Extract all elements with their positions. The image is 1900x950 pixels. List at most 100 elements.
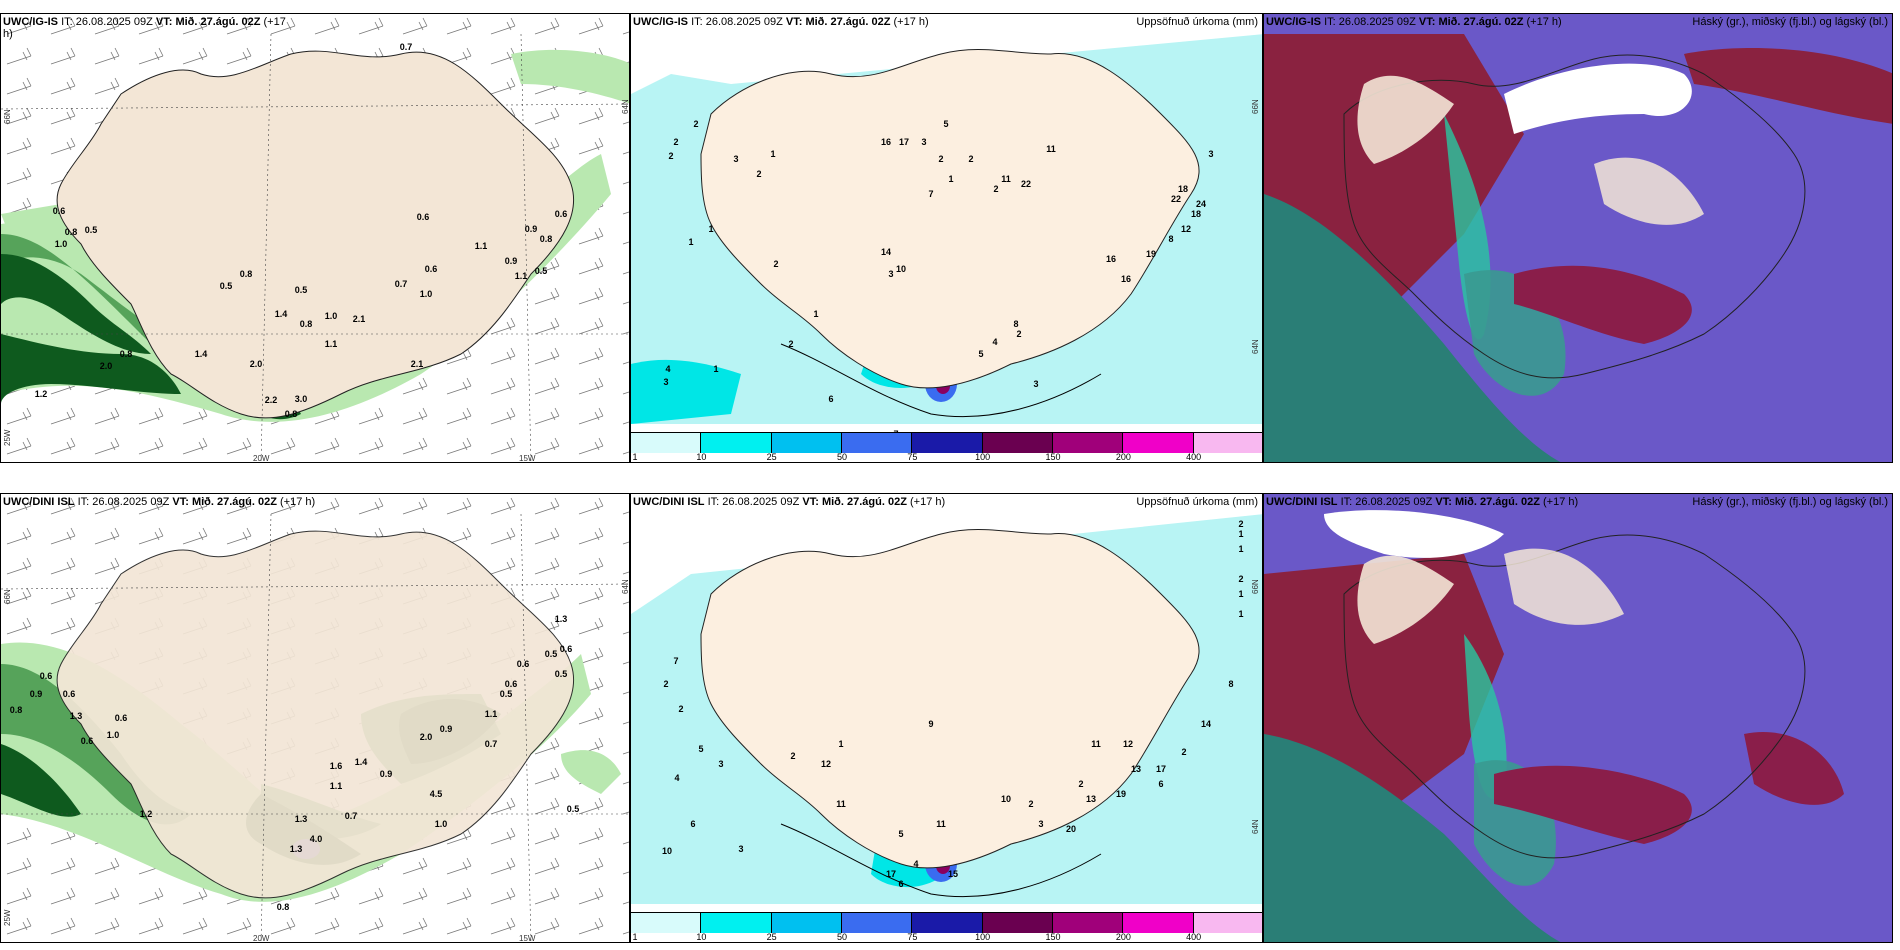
value-label: 3 (663, 377, 669, 387)
value-label: 0.8 (239, 269, 253, 279)
value-label: 18 (1177, 184, 1189, 194)
value-label: 6 (898, 879, 904, 889)
lat-label-66n: 66N (1251, 579, 1260, 594)
panel-variable-title: Háský (gr.), miðský (fj.bl.) og lágský (… (1692, 496, 1888, 508)
value-label: 1.0 (54, 239, 68, 249)
colorbar-segment (1193, 913, 1262, 933)
value-label: 0.8 (119, 349, 133, 359)
value-label: 4 (992, 337, 998, 347)
value-label: 1 (1238, 529, 1244, 539)
value-label: 1.4 (274, 309, 288, 319)
panel-header: UWC/IG-IS IT: 26.08.2025 09Z VT: Mið. 27… (1266, 16, 1562, 28)
value-label: 4 (665, 364, 671, 374)
value-label: 2.1 (410, 359, 424, 369)
value-label: 6 (1158, 779, 1164, 789)
wind-map (1, 494, 629, 942)
high-cloud-layer (1264, 734, 1561, 942)
value-label: 1.1 (474, 241, 488, 251)
value-label: 2 (1016, 329, 1022, 339)
colorbar-tick-label: 200 (1115, 932, 1131, 942)
lat-label-25w: 25W (3, 909, 12, 926)
colorbar-tick-label: 25 (766, 452, 777, 462)
value-label: 20 (1065, 824, 1077, 834)
panel-header: UWC/DINI ISL IT: 26.08.2025 09Z VT: Mið.… (633, 496, 946, 508)
mid-cloud-south (1514, 265, 1692, 344)
value-label: 8 (1228, 679, 1234, 689)
value-label: 4 (913, 859, 919, 869)
colorbar-tick-label: 25 (766, 932, 777, 942)
value-label: 0.6 (114, 713, 128, 723)
iceland-outline (56, 530, 575, 899)
value-label: 16 (880, 137, 892, 147)
colorbar-tick-label: 10 (696, 932, 707, 942)
wind-map (1, 14, 629, 462)
colorbar-segment (912, 433, 983, 453)
value-label: 0.9 (379, 769, 393, 779)
panel-header: UWC/DINI ISL IT: 26.08.2025 09Z VT: Mið.… (3, 496, 316, 508)
panel-header: UWC/IG-IS IT: 26.08.2025 09Z VT: Mið. 27… (3, 16, 286, 40)
value-label: 17 (1155, 764, 1167, 774)
value-label: 1 (813, 309, 819, 319)
value-label: 12 (1180, 224, 1192, 234)
colorbar-segment (1123, 433, 1194, 453)
value-label: 5 (698, 744, 704, 754)
value-label: 22 (1170, 194, 1182, 204)
value-label: 0.9 (439, 724, 453, 734)
value-label: 1.1 (324, 339, 338, 349)
mid-cloud-east (1744, 732, 1844, 805)
value-label: 2.0 (99, 361, 113, 371)
value-label: 3 (1033, 379, 1039, 389)
value-label: 9 (928, 719, 934, 729)
value-label: 11 (936, 819, 946, 829)
value-label: 19 (1115, 789, 1127, 799)
value-label: 0.6 (416, 212, 430, 222)
value-label: 1 (708, 224, 714, 234)
value-label: 0.5 (84, 225, 98, 235)
cloud-map (1264, 14, 1892, 462)
value-label: 2 (663, 679, 669, 689)
value-label: 1 (1238, 544, 1244, 554)
lat-label-66n: 66N (1251, 99, 1260, 114)
panel-variable-title: Uppsöfnuð úrkoma (mm) (1136, 16, 1258, 28)
value-label: 16 (1120, 274, 1132, 284)
value-label: 1 (688, 237, 694, 247)
value-label: 6 (690, 819, 696, 829)
value-label: 5 (898, 829, 904, 839)
value-label: 0.9 (504, 256, 518, 266)
value-label: 1.3 (554, 614, 568, 624)
value-label: 10 (1000, 794, 1012, 804)
contour-line (780, 343, 1102, 418)
colorbar-tick-label: 100 (975, 452, 991, 462)
value-label: 13 (1085, 794, 1097, 804)
value-label: 1.1 (329, 781, 343, 791)
colorbar-tick-label: 150 (1045, 452, 1061, 462)
value-label: 3.0 (294, 394, 308, 404)
colorbar-tick-label: 100 (975, 932, 991, 942)
value-label: 0.7 (344, 811, 358, 821)
clear-sky-north (1504, 63, 1692, 134)
colorbar-segment (771, 913, 842, 933)
lon-label-15w: 15W (519, 934, 536, 943)
mid-cloud-south (1494, 765, 1692, 844)
contour-line (780, 823, 1102, 898)
value-label: 0.8 (9, 705, 23, 715)
value-label: 2 (1181, 747, 1187, 757)
value-label: 3 (738, 844, 744, 854)
colorbar-segment (1123, 913, 1194, 933)
panel-clouds-igis: UWC/IG-IS IT: 26.08.2025 09Z VT: Mið. 27… (1263, 13, 1893, 463)
panel-header: UWC/DINI ISL IT: 26.08.2025 09Z VT: Mið.… (1266, 496, 1579, 508)
value-label: 2 (756, 169, 762, 179)
value-label: 19 (1145, 249, 1157, 259)
iceland-outline (56, 50, 575, 419)
value-label: 12 (820, 759, 832, 769)
value-label: 3 (718, 759, 724, 769)
value-label: 0.9 (524, 224, 538, 234)
colorbar-tick-label: 400 (1186, 932, 1202, 942)
value-label: 0.6 (39, 671, 53, 681)
panel-variable-title: Uppsöfnuð úrkoma (mm) (1136, 496, 1258, 508)
value-label: 0.7 (484, 739, 498, 749)
value-label: 3 (921, 137, 927, 147)
value-label: 0.7 (399, 42, 413, 52)
value-label: 0.6 (554, 209, 568, 219)
precip-map (631, 14, 1262, 444)
